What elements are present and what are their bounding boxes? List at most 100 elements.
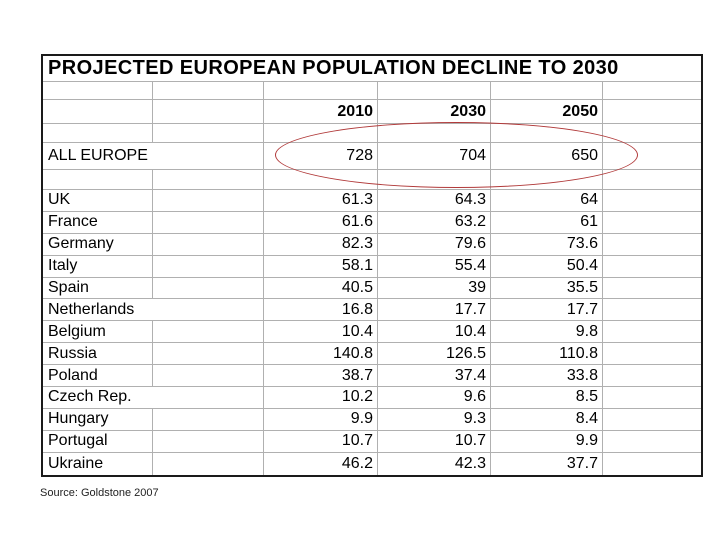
table-row: Belgium 10.4 10.4 9.8 — [43, 321, 701, 344]
population-table: PROJECTED EUROPEAN POPULATION DECLINE TO… — [41, 54, 703, 477]
value-cell: 10.7 — [264, 430, 378, 452]
table-row: Spain 40.5 39 35.5 — [43, 277, 701, 300]
country-label: Russia — [43, 343, 264, 365]
column-header-2050: 2050 — [491, 100, 603, 123]
empty-cell — [43, 124, 153, 142]
empty-cell — [603, 143, 701, 169]
empty-cell — [153, 170, 264, 189]
empty-cell — [603, 234, 701, 255]
value-cell: 728 — [264, 143, 378, 169]
column-header-2030: 2030 — [378, 100, 491, 123]
summary-row: ALL EUROPE 728 704 650 — [43, 143, 701, 170]
value-cell: 9.9 — [264, 408, 378, 430]
empty-cell — [264, 82, 378, 99]
value-cell: 63.2 — [378, 211, 491, 233]
table-title: PROJECTED EUROPEAN POPULATION DECLINE TO… — [48, 57, 619, 79]
spacer-row — [43, 124, 701, 143]
spacer-row — [43, 82, 701, 100]
value-cell: 50.4 — [491, 255, 603, 277]
empty-cell — [603, 321, 701, 342]
country-label: Belgium — [43, 321, 264, 343]
value-cell: 64.3 — [378, 190, 491, 211]
empty-cell — [43, 100, 153, 123]
value-cell: 9.3 — [378, 408, 491, 430]
empty-cell — [264, 124, 378, 142]
value-cell: 61.6 — [264, 211, 378, 233]
empty-cell — [153, 82, 264, 99]
country-label: Italy — [43, 255, 264, 277]
empty-cell — [603, 431, 701, 452]
value-cell: 126.5 — [378, 343, 491, 365]
empty-cell — [603, 256, 701, 277]
value-cell: 61.3 — [264, 190, 378, 211]
value-cell: 17.7 — [491, 299, 603, 321]
table-row: Russia 140.8 126.5 110.8 — [43, 343, 701, 366]
empty-cell — [603, 100, 701, 123]
value-cell: 140.8 — [264, 343, 378, 365]
table-row: Italy 58.1 55.4 50.4 — [43, 255, 701, 278]
country-label: France — [43, 211, 264, 233]
spacer-row — [43, 170, 701, 190]
value-cell: 9.8 — [491, 321, 603, 343]
country-label: Portugal — [43, 430, 264, 452]
value-cell: 110.8 — [491, 343, 603, 365]
table-row: France 61.6 63.2 61 — [43, 211, 701, 234]
value-cell: 9.9 — [491, 430, 603, 452]
empty-cell — [43, 170, 153, 189]
empty-cell — [603, 278, 701, 299]
value-cell: 10.4 — [264, 321, 378, 343]
empty-cell — [603, 409, 701, 430]
value-cell: 42.3 — [378, 452, 491, 475]
empty-cell — [378, 82, 491, 99]
value-cell: 17.7 — [378, 299, 491, 321]
country-label: Poland — [43, 365, 264, 387]
empty-cell — [603, 82, 701, 99]
value-cell: 35.5 — [491, 277, 603, 299]
empty-cell — [264, 170, 378, 189]
country-label: Netherlands — [43, 299, 264, 321]
value-cell: 10.2 — [264, 387, 378, 408]
summary-label: ALL EUROPE — [43, 143, 264, 169]
value-cell: 8.4 — [491, 408, 603, 430]
empty-cell — [491, 170, 603, 189]
column-header-2010: 2010 — [264, 100, 378, 123]
table-row: UK 61.3 64.3 64 — [43, 190, 701, 212]
value-cell: 8.5 — [491, 387, 603, 408]
country-label: Spain — [43, 277, 264, 299]
country-label: Ukraine — [43, 452, 264, 475]
value-cell: 46.2 — [264, 452, 378, 475]
value-cell: 33.8 — [491, 365, 603, 387]
value-cell: 9.6 — [378, 387, 491, 408]
empty-cell — [603, 299, 701, 320]
value-cell: 64 — [491, 190, 603, 211]
value-cell: 37.7 — [491, 452, 603, 475]
country-label: Czech Rep. — [43, 387, 264, 408]
empty-cell — [378, 124, 491, 142]
empty-cell — [491, 82, 603, 99]
value-cell: 38.7 — [264, 365, 378, 387]
value-cell: 37.4 — [378, 365, 491, 387]
value-cell: 79.6 — [378, 233, 491, 255]
empty-cell — [603, 124, 701, 142]
value-cell: 39 — [378, 277, 491, 299]
table-title-row: PROJECTED EUROPEAN POPULATION DECLINE TO… — [43, 56, 701, 82]
empty-cell — [603, 170, 701, 189]
empty-cell — [603, 365, 701, 386]
empty-cell — [153, 100, 264, 123]
table-row: Portugal 10.7 10.7 9.9 — [43, 430, 701, 453]
value-cell: 61 — [491, 211, 603, 233]
value-cell: 40.5 — [264, 277, 378, 299]
empty-cell — [603, 212, 701, 233]
value-cell: 10.7 — [378, 430, 491, 452]
value-cell: 704 — [378, 143, 491, 169]
value-cell: 58.1 — [264, 255, 378, 277]
column-header-row: 2010 2030 2050 — [43, 100, 701, 124]
table-row: Czech Rep. 10.2 9.6 8.5 — [43, 387, 701, 409]
value-cell: 55.4 — [378, 255, 491, 277]
empty-cell — [603, 453, 701, 475]
table-row: Poland 38.7 37.4 33.8 — [43, 365, 701, 388]
country-label: Hungary — [43, 408, 264, 430]
empty-cell — [603, 190, 701, 211]
value-cell: 73.6 — [491, 233, 603, 255]
